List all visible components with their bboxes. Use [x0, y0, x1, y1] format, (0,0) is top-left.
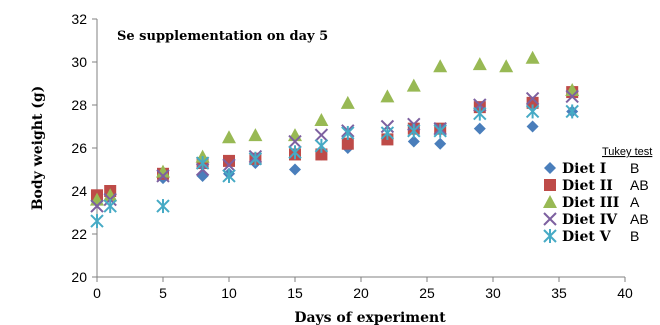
- y-tick-label: 24: [71, 183, 87, 199]
- data-point: [526, 96, 539, 109]
- tukey-group: AB: [630, 211, 649, 227]
- data-point: [248, 151, 263, 166]
- x-tick-label: 15: [287, 285, 303, 301]
- x-tick-label: 20: [353, 285, 369, 301]
- y-tick-label: 32: [71, 11, 87, 27]
- legend-marker: [543, 195, 557, 208]
- y-tick-label: 20: [71, 269, 87, 285]
- legend-marker: [544, 162, 556, 174]
- data-point: [315, 148, 328, 161]
- data-point: [222, 130, 236, 144]
- data-point: [288, 134, 302, 149]
- y-tick-label: 22: [71, 226, 87, 242]
- data-point: [314, 113, 329, 127]
- data-point: [90, 214, 104, 229]
- data-point: [565, 104, 579, 119]
- data-point: [222, 158, 236, 172]
- series-1: [91, 105, 579, 208]
- data-point: [196, 169, 209, 182]
- legend-label: Diet V: [562, 229, 612, 245]
- legend-item: Diet II AB: [544, 177, 649, 194]
- data-point: [473, 122, 486, 135]
- data-point: [525, 91, 540, 106]
- data-point: [156, 199, 170, 214]
- data-point: [222, 168, 236, 183]
- data-point: [407, 135, 420, 148]
- tick-labels: 20 22 24 26 28 30 32 0 5 10 15 20 25 30 35 40: [71, 11, 633, 301]
- x-tick-label: 0: [93, 285, 101, 301]
- y-tick-label: 26: [71, 140, 87, 156]
- legend-item: Diet IV AB: [543, 211, 649, 228]
- y-axis-label: Body weight (g): [30, 86, 46, 211]
- tukey-header: Tukey test: [602, 146, 652, 158]
- tukey-group: A: [630, 194, 640, 210]
- data-point: [525, 50, 540, 64]
- data-point: [340, 95, 355, 109]
- data-point: [341, 137, 354, 150]
- legend-marker: [544, 179, 556, 191]
- legend-item: Diet I B: [544, 160, 639, 177]
- data-points: [90, 50, 580, 229]
- data-point: [103, 188, 118, 202]
- x-tick-label: 30: [485, 285, 501, 301]
- tukey-group: AB: [630, 177, 649, 193]
- data-point: [526, 120, 539, 133]
- data-point: [288, 128, 302, 142]
- data-point: [380, 125, 395, 140]
- x-tick-label: 25: [419, 285, 435, 301]
- data-point: [472, 57, 487, 71]
- series-2: [91, 86, 579, 202]
- data-point: [434, 137, 447, 150]
- legend-item: Diet V B: [543, 228, 639, 245]
- x-tick-label: 5: [159, 285, 167, 301]
- data-point: [473, 106, 487, 121]
- data-point: [289, 163, 301, 176]
- data-point: [433, 59, 448, 73]
- data-point: [525, 104, 540, 119]
- y-tick-label: 30: [71, 54, 87, 70]
- legend-label: Diet III: [562, 195, 619, 211]
- data-point: [156, 169, 170, 183]
- legend-marker: [543, 212, 557, 226]
- data-point: [195, 156, 210, 171]
- chart-title: Se supplementation on day 5: [117, 29, 328, 44]
- data-point: [433, 123, 447, 138]
- data-point: [341, 125, 355, 140]
- legend-marker: [543, 229, 557, 243]
- x-axis-label: Days of experiment: [294, 310, 446, 325]
- legend-item: Diet III A: [543, 194, 640, 211]
- series-5: [90, 104, 579, 229]
- data-point: [156, 164, 170, 178]
- x-tick-label: 10: [221, 285, 237, 301]
- axes: [92, 18, 626, 282]
- data-point: [499, 59, 514, 73]
- data-point: [380, 89, 395, 103]
- data-point: [406, 78, 421, 92]
- x-tick-label: 40: [617, 285, 633, 301]
- data-point: [565, 89, 579, 104]
- tukey-group: B: [630, 160, 639, 176]
- data-point: [288, 145, 302, 160]
- legend-label: Diet II: [562, 178, 613, 194]
- data-point: [223, 154, 235, 167]
- data-point: [90, 199, 104, 213]
- data-point: [248, 128, 263, 142]
- data-point: [314, 128, 329, 142]
- y-tick-label: 28: [71, 97, 87, 113]
- data-point: [314, 138, 329, 153]
- tukey-group: B: [630, 228, 639, 244]
- x-tick-label: 35: [551, 285, 567, 301]
- data-point: [103, 199, 117, 214]
- data-point: [407, 123, 421, 138]
- legend-label: Diet I: [562, 161, 606, 177]
- legend-label: Diet IV: [562, 212, 618, 228]
- series-4: [90, 89, 579, 213]
